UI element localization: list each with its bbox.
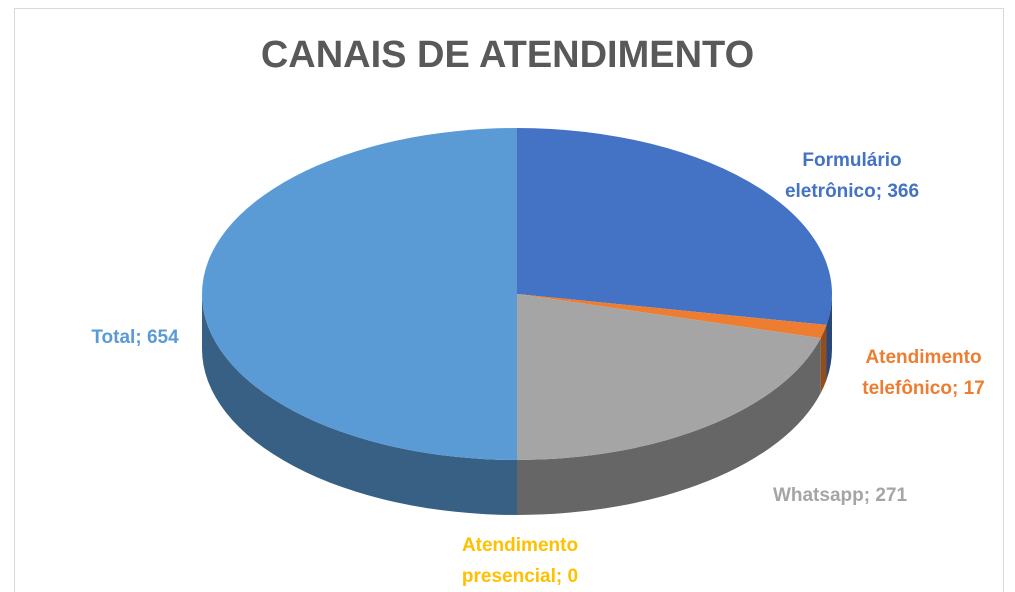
slice-side (202, 294, 517, 515)
chart-frame (14, 8, 1004, 592)
chart-title: CANAIS DE ATENDIMENTO (260, 34, 755, 76)
slice-side (820, 324, 827, 394)
slice-side (517, 338, 821, 516)
data-label: Atendimento presencial; 0 (461, 535, 579, 587)
slice (202, 128, 517, 460)
slice (517, 294, 821, 460)
data-label: Total; 654 (91, 327, 179, 348)
slice (517, 128, 832, 325)
slice-side (826, 294, 832, 380)
slice (517, 294, 827, 339)
data-label: Formulário eletrônico; 366 (784, 150, 920, 202)
data-label: Whatsapp; 271 (772, 485, 908, 506)
data-label: Atendimento telefônico; 17 (862, 347, 985, 399)
